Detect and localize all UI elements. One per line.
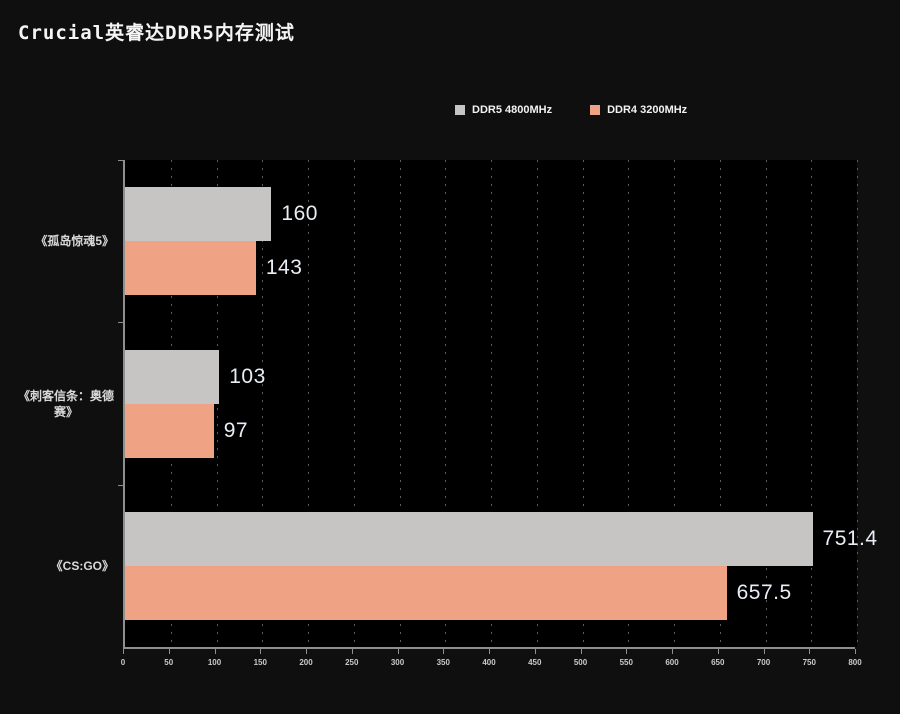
value-label: 143 [265, 256, 303, 280]
y-axis-labels: 《孤岛惊魂5》《刺客信条：奥德 赛》《CS:GO》 [0, 160, 114, 647]
x-axis-tick-label: 50 [164, 658, 174, 667]
x-axis-tick [168, 649, 170, 654]
x-axis-tick-label: 750 [802, 658, 816, 667]
legend-label-ddr4: DDR4 3200MHz [607, 104, 688, 116]
x-axis-tick [397, 649, 399, 654]
gridline [628, 160, 630, 647]
x-axis-tick-label: 650 [711, 658, 725, 667]
gridline [674, 160, 675, 647]
y-axis-tick [118, 322, 123, 324]
x-axis-tick-label: 150 [253, 658, 267, 667]
bar-ddr5 [125, 187, 272, 242]
x-axis-tick-label: 100 [207, 658, 222, 667]
x-axis-tick-label: 300 [390, 658, 405, 667]
x-axis-tick [351, 649, 353, 654]
bar-ddr5 [125, 349, 220, 404]
x-axis-tick [306, 649, 307, 654]
bar-ddr4 [125, 403, 214, 458]
value-label: 160 [281, 202, 318, 226]
x-axis-tick [123, 649, 124, 654]
gridline [765, 160, 767, 647]
x-axis-tick [489, 649, 490, 654]
gridline [262, 160, 264, 647]
bar-ddr4 [125, 241, 256, 296]
gridline [719, 160, 721, 647]
gridline [353, 160, 355, 647]
chart-title: Crucial英睿达DDR5内存测试 [18, 22, 295, 44]
value-label: 657.5 [736, 580, 792, 604]
x-axis-tick [855, 649, 856, 654]
legend-swatch-ddr5-icon [455, 105, 465, 115]
value-label: 751.4 [822, 526, 878, 550]
gridline [445, 160, 447, 647]
gridline [216, 160, 218, 647]
x-axis-tick [717, 649, 719, 654]
x-axis-tick [672, 649, 673, 654]
value-label: 97 [223, 418, 249, 442]
x-axis-tick-label: 600 [665, 658, 679, 667]
x-axis-tick-label: 250 [345, 658, 359, 667]
x-axis-tick-label: 550 [619, 658, 633, 667]
plot-area: 160 143 103 97 751.4 657.5 [118, 160, 877, 647]
x-axis-tick-label: 350 [436, 658, 450, 667]
x-axis-tick-label: 700 [756, 658, 771, 667]
x-axis-tick [443, 649, 445, 654]
x-axis: 0 50 100 150 200 250 300 350 400 450 500 550 600 650 7… [120, 647, 862, 673]
category-label: 《CS:GO》 [50, 558, 114, 573]
category-label: 《刺客信条：奥德 赛》 [17, 388, 114, 419]
y-axis-tick [118, 484, 123, 486]
bar-ddr5 [125, 511, 813, 566]
gridline [536, 160, 538, 647]
x-axis-tick [260, 649, 262, 654]
x-axis-tick [534, 649, 536, 654]
value-label: 103 [229, 364, 266, 388]
legend-swatch-ddr4-icon [590, 105, 601, 115]
x-axis-tick [763, 649, 765, 654]
x-axis-tick [809, 649, 811, 654]
x-axis-tick-label: 200 [299, 658, 313, 667]
legend-item-ddr4: DDR4 3200MHz [590, 104, 687, 116]
gridline [308, 160, 309, 647]
x-axis-tick [214, 649, 216, 654]
x-axis-tick-label: 400 [482, 658, 496, 667]
legend-label-ddr5: DDR5 4800MHz [472, 104, 553, 116]
y-axis-tick [118, 160, 123, 161]
x-axis-tick-label: 500 [573, 658, 588, 667]
gridline [582, 160, 584, 647]
x-axis-tick [580, 649, 582, 654]
legend-item-ddr5: DDR5 4800MHz [455, 104, 552, 116]
legend: DDR5 4800MHz DDR4 3200MHz [455, 104, 687, 116]
x-axis-tick-label: 450 [528, 658, 542, 667]
gridline [491, 160, 492, 647]
gridline [811, 160, 813, 647]
category-label: 《孤岛惊魂5》 [35, 234, 114, 249]
x-axis-tick-label: 800 [848, 658, 862, 667]
gridline [399, 160, 401, 647]
bar-ddr4 [125, 565, 727, 620]
x-axis-tick-label: 0 [120, 658, 126, 667]
gridline [857, 160, 858, 647]
x-axis-tick [626, 649, 628, 654]
